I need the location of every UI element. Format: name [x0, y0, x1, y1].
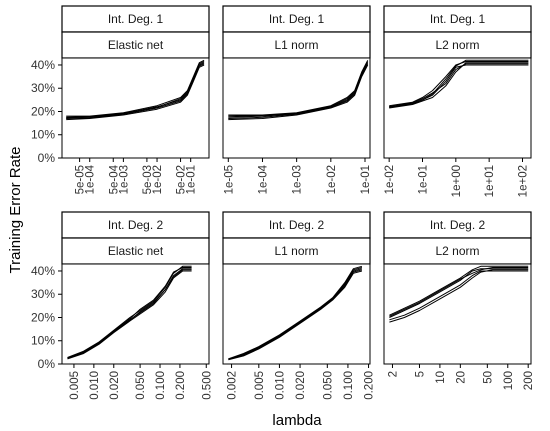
series-line-int-deg-1-l2-norm-5: [389, 63, 529, 108]
x-tick-label: 0.050: [322, 371, 334, 400]
x-tick-label: 1e-02: [326, 165, 338, 194]
series-line-int-deg-2-elastic-net-2: [67, 270, 192, 360]
x-tick-label: 0.100: [155, 371, 167, 400]
strip-col-label: L1 norm: [274, 38, 318, 52]
strip-col-int-deg-2-l2-norm: [383, 237, 532, 265]
x-tick-label: 0.010: [89, 371, 101, 400]
x-tick-label: 5e-03: [142, 165, 154, 194]
strip-row-int-deg-1-elastic-net: [61, 5, 210, 33]
x-tick-label: 50: [482, 371, 494, 384]
panel-int-deg-1-l1-norm: [222, 57, 371, 159]
x-tick-label: 1e-03: [292, 165, 304, 194]
x-tick-label: 1e+02: [517, 165, 529, 197]
strip-col-int-deg-1-elastic-net: [61, 31, 210, 59]
x-tick-label: 0.100: [343, 371, 355, 400]
x-tick-label: 1e-01: [186, 165, 198, 194]
strip-col-int-deg-1-l2-norm: [383, 31, 532, 59]
panel-int-deg-1-l2-norm: [383, 57, 532, 159]
series-line-int-deg-2-l1-norm-3: [228, 265, 363, 360]
series-line-int-deg-1-l1-norm-4: [228, 63, 369, 119]
strip-row-label: Int. Deg. 2: [430, 218, 486, 232]
x-tick-label: 0.020: [109, 371, 121, 400]
x-tick-label: 1e-02: [152, 165, 164, 194]
strip-row-int-deg-2-l1-norm: [222, 211, 371, 239]
x-tick-label: 0.200: [175, 371, 187, 400]
x-tick-label: 5e-05: [75, 165, 87, 194]
y-tick-label: 40%: [31, 58, 55, 72]
x-tick-label: 0.005: [69, 371, 81, 400]
strip-col-label: Elastic net: [108, 244, 164, 258]
x-tick-label: 0.020: [295, 371, 307, 400]
series-line-int-deg-2-l1-norm-4: [228, 269, 363, 360]
x-tick-label: 20: [455, 371, 467, 384]
x-tick-label: 5e-04: [108, 164, 120, 194]
strip-row-label: Int. Deg. 2: [269, 218, 325, 232]
series-line-int-deg-2-l1-norm-2: [228, 270, 363, 361]
x-tick-label: 1e-04: [257, 164, 269, 194]
x-tick-label: 1e-05: [223, 165, 235, 194]
strip-row-int-deg-2-elastic-net: [61, 211, 210, 239]
strip-col-int-deg-1-l1-norm: [222, 31, 371, 59]
x-tick-label: 1e-01: [360, 165, 372, 194]
x-axis-title: lambda: [272, 412, 322, 429]
y-axis-title: Training Error Rate: [7, 147, 24, 274]
series-line-int-deg-2-elastic-net-4: [67, 269, 192, 359]
series-line-int-deg-1-l2-norm-2: [389, 62, 529, 109]
y-tick-label: 0%: [38, 357, 56, 371]
strip-col-label: Elastic net: [108, 38, 164, 52]
series-line-int-deg-1-elastic-net-5: [66, 61, 205, 118]
x-tick-label: 1e-01: [417, 165, 429, 194]
x-tick-label: 200: [523, 371, 535, 390]
y-tick-label: 0%: [38, 151, 56, 165]
series-line-int-deg-1-elastic-net-4: [66, 63, 205, 119]
strip-col-label: L2 norm: [435, 244, 479, 258]
y-tick-label: 10%: [31, 334, 55, 348]
strip-row-label: Int. Deg. 2: [108, 218, 164, 232]
series-line-int-deg-2-l2-norm-3: [389, 265, 529, 316]
x-tick-label: 1e-03: [118, 165, 130, 194]
x-tick-label: 0.010: [274, 371, 286, 400]
strip-col-int-deg-2-l1-norm: [222, 237, 371, 265]
x-tick-label: 0.050: [135, 371, 147, 400]
series-line-int-deg-2-elastic-net-5: [67, 267, 192, 359]
series-line-int-deg-1-l2-norm-4: [389, 59, 529, 108]
x-tick-label: 5e-02: [176, 165, 188, 194]
strip-col-label: L1 norm: [274, 244, 318, 258]
panel-int-deg-1-elastic-net: [61, 57, 210, 159]
series-line-int-deg-2-l1-norm-5: [228, 267, 363, 360]
strip-row-label: Int. Deg. 1: [430, 12, 486, 26]
y-tick-label: 30%: [31, 287, 55, 301]
strip-row-label: Int. Deg. 1: [269, 12, 325, 26]
x-tick-label: 1e-02: [384, 165, 396, 194]
x-tick-label: 0.002: [227, 371, 239, 400]
x-tick-label: 2: [387, 371, 399, 377]
series-line-int-deg-1-l2-norm-3: [389, 61, 529, 107]
x-tick-label: 0.005: [254, 371, 266, 400]
x-tick-label: 0.200: [364, 371, 376, 400]
x-tick-label: 1e-04: [85, 164, 97, 194]
strip-row-label: Int. Deg. 1: [108, 12, 164, 26]
y-tick-label: 20%: [31, 104, 55, 118]
x-tick-label: 100: [503, 371, 515, 390]
series-line-int-deg-2-l2-norm-5: [389, 267, 529, 317]
x-tick-label: 1e+01: [484, 165, 496, 197]
series-line-int-deg-2-l2-norm-1: [389, 270, 529, 321]
series-line-int-deg-2-l2-norm-4: [389, 269, 529, 323]
strip-row-int-deg-1-l1-norm: [222, 5, 371, 33]
strip-col-label: L2 norm: [435, 38, 479, 52]
y-tick-label: 30%: [31, 81, 55, 95]
strip-row-int-deg-2-l2-norm: [383, 211, 532, 239]
y-tick-label: 10%: [31, 128, 55, 142]
x-tick-label: 0.500: [201, 371, 213, 400]
x-tick-label: 10: [435, 371, 447, 384]
series-line-int-deg-1-l1-norm-5: [228, 61, 369, 117]
x-tick-label: 1e+00: [451, 165, 463, 197]
y-tick-label: 20%: [31, 310, 55, 324]
y-tick-label: 40%: [31, 264, 55, 278]
x-tick-label: 5: [414, 371, 426, 377]
